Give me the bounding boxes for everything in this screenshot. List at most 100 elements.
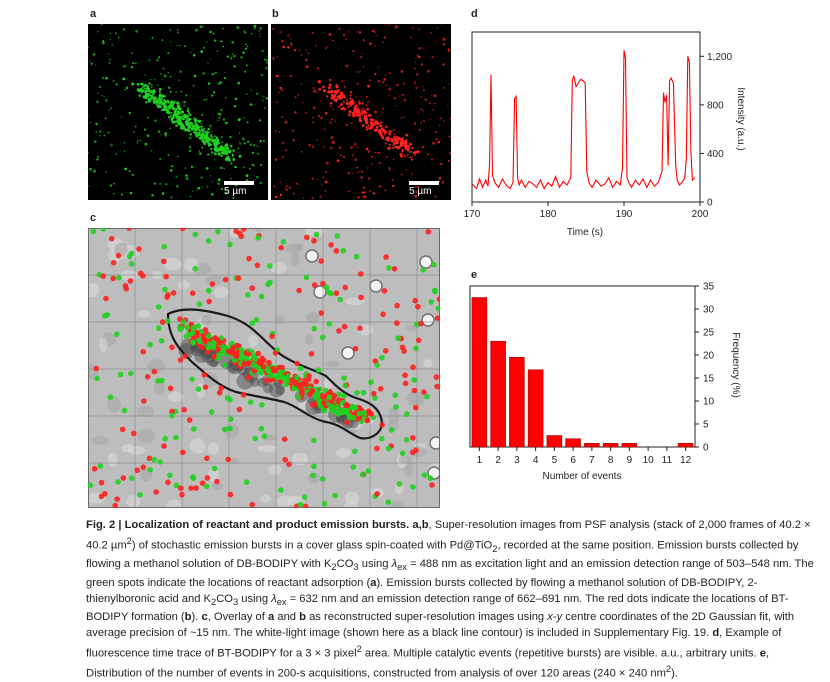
emission-spot	[122, 77, 126, 81]
overlay-spot	[356, 410, 363, 417]
emission-spot	[266, 61, 268, 64]
emission-spot	[272, 27, 275, 30]
emission-spot	[328, 33, 332, 36]
emission-spot	[305, 58, 308, 62]
overlay-spot	[189, 330, 196, 336]
emission-spot	[222, 45, 225, 48]
emission-spot	[224, 71, 226, 74]
background-texture	[387, 420, 400, 430]
emission-spot	[221, 151, 225, 155]
emission-spot	[187, 121, 190, 125]
emission-spot	[115, 153, 118, 156]
emission-spot	[131, 52, 133, 54]
emission-spot	[396, 83, 399, 87]
overlay-spot	[224, 395, 231, 401]
emission-spot	[152, 93, 155, 96]
emission-spot	[279, 181, 282, 184]
emission-spot	[245, 43, 247, 46]
overlay-spot	[128, 261, 135, 267]
emission-spot	[293, 49, 297, 52]
emission-spot	[117, 36, 120, 39]
emission-spot	[187, 129, 191, 133]
overlay-spot	[209, 281, 216, 287]
emission-spot	[213, 147, 217, 151]
background-texture	[189, 438, 206, 454]
emission-spot	[412, 127, 415, 129]
emission-spot	[414, 186, 417, 188]
emission-spot	[305, 49, 308, 51]
overlay-spot	[205, 344, 212, 351]
emission-spot	[230, 162, 233, 165]
emission-spot	[160, 73, 162, 75]
caption-sub: 3	[353, 562, 359, 573]
x-tick-label: 190	[616, 209, 633, 220]
overlay-spot	[303, 381, 310, 388]
emission-spot	[424, 98, 427, 101]
caption-text: -	[552, 611, 557, 624]
emission-spot	[279, 31, 282, 34]
emission-spot	[213, 39, 217, 42]
overlay-spot	[180, 449, 186, 456]
emission-spot	[217, 178, 221, 181]
panel-d-label: d	[471, 8, 478, 20]
overlay-spot	[415, 337, 422, 344]
overlay-spot	[334, 233, 341, 239]
overlay-spot	[228, 416, 234, 422]
emission-spot	[232, 159, 235, 162]
emission-spot	[149, 90, 152, 93]
emission-spot	[377, 80, 380, 83]
emission-spot	[167, 101, 170, 104]
background-texture	[163, 258, 182, 271]
x-tick-label: 6	[570, 455, 576, 466]
emission-spot	[97, 92, 99, 94]
emission-spot	[187, 126, 190, 129]
overlay-spot	[165, 479, 171, 486]
overlay-spot	[88, 482, 94, 488]
emission-spot	[167, 153, 170, 157]
overlay-spot	[308, 351, 315, 357]
emission-spot	[99, 130, 102, 133]
emission-spot	[227, 150, 231, 154]
overlay-spot	[364, 417, 371, 424]
emission-spot	[284, 187, 287, 190]
emission-spot	[420, 63, 424, 66]
overlay-spot	[182, 353, 189, 359]
emission-spot	[368, 126, 372, 130]
overlay-spot	[227, 425, 233, 432]
overlay-spot	[253, 317, 260, 323]
emission-spot	[120, 193, 123, 196]
background-texture	[423, 359, 433, 368]
overlay-spot	[269, 333, 275, 340]
overlay-spot	[147, 341, 153, 348]
caption-symbol: y	[556, 611, 563, 624]
overlay-spot	[110, 275, 116, 282]
emission-spot	[220, 40, 223, 43]
emission-spot	[335, 84, 339, 87]
emission-spot	[228, 157, 231, 160]
emission-spot	[144, 74, 146, 76]
emission-spot	[260, 73, 264, 77]
overlay-spot	[196, 338, 203, 345]
emission-spot	[431, 158, 433, 161]
emission-spot	[335, 98, 339, 102]
emission-spot	[216, 50, 219, 52]
emission-spot	[294, 111, 297, 114]
emission-spot	[151, 86, 153, 88]
histogram-bar	[490, 340, 506, 448]
figure-caption: Fig. 2 | Localization of reactant and pr…	[86, 518, 814, 682]
overlay-spot	[201, 372, 207, 378]
overlay-spot	[90, 228, 97, 235]
overlay-spot	[357, 271, 364, 277]
emission-spot	[265, 97, 268, 100]
emission-spot	[223, 76, 226, 80]
overlay-spot	[170, 290, 177, 296]
overlay-spot	[134, 467, 141, 474]
emission-spot	[255, 175, 259, 179]
overlay-spot	[368, 411, 375, 417]
emission-spot	[231, 53, 234, 55]
emission-spot	[343, 107, 346, 111]
emission-spot	[237, 81, 241, 85]
emission-spot	[367, 177, 371, 180]
emission-spot	[298, 49, 301, 51]
